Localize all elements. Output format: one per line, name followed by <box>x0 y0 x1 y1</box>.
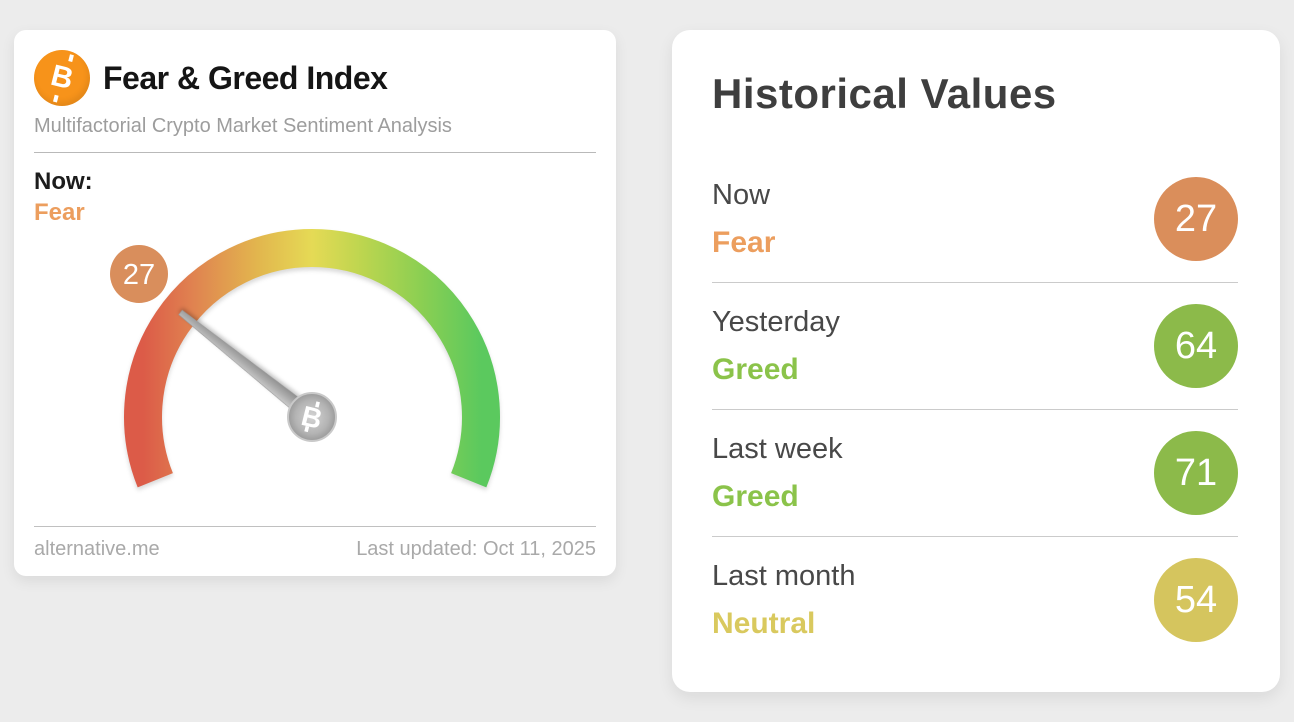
row-sentiment: Neutral <box>712 606 816 640</box>
row-sentiment: Greed <box>712 352 799 386</box>
row-sentiment: Greed <box>712 479 799 513</box>
row-value: 71 <box>1174 451 1218 494</box>
gauge-hub-bitcoin-icon: B <box>298 400 325 435</box>
now-label: Now: <box>34 168 93 195</box>
bitcoin-icon: B <box>34 50 90 106</box>
historical-row-yesterday: Yesterday Greed 64 <box>712 283 1238 411</box>
gauge-arc <box>124 229 500 488</box>
gauge-value-badge <box>110 245 168 304</box>
row-sentiment: Fear <box>712 225 776 259</box>
fear-greed-card: B Fear & Greed Index Multifactorial Cryp… <box>14 30 616 576</box>
last-updated-text: Last updated: Oct 11, 2025 <box>356 538 596 560</box>
header-divider <box>34 152 596 153</box>
card-footer: alternative.me Last updated: Oct 11, 202… <box>34 538 596 561</box>
row-value-badge: 64 <box>1154 304 1238 389</box>
historical-values-card: Historical Values Now Fear 27 Yesterday … <box>672 30 1280 692</box>
historical-row-last-month: Last month Neutral 54 <box>712 537 1238 663</box>
card-header: B Fear & Greed Index <box>34 50 596 106</box>
row-value-badge: 54 <box>1154 558 1238 643</box>
bitcoin-icon-glyph: B <box>28 44 96 112</box>
row-label: Now <box>712 178 771 211</box>
row-value-badge: 27 <box>1154 177 1238 262</box>
historical-row-last-week: Last week Greed 71 <box>712 410 1238 538</box>
fear-greed-gauge: B 27 <box>110 229 500 488</box>
historical-row-now: Now Fear 27 <box>712 156 1238 284</box>
row-label: Last week <box>712 432 843 465</box>
row-label: Yesterday <box>712 305 840 338</box>
row-label: Last month <box>712 559 856 592</box>
gauge-area: B 27 <box>34 228 596 526</box>
card-subtitle: Multifactorial Crypto Market Sentiment A… <box>34 115 452 137</box>
gauge-hub <box>287 392 337 443</box>
row-value-badge: 71 <box>1154 431 1238 516</box>
source-link[interactable]: alternative.me <box>34 538 160 560</box>
historical-title: Historical Values <box>712 70 1057 117</box>
card-title: Fear & Greed Index <box>103 59 388 96</box>
footer-divider <box>34 526 596 527</box>
row-value: 27 <box>1174 197 1218 240</box>
row-value: 54 <box>1174 578 1218 621</box>
now-sentiment: Fear <box>34 199 85 227</box>
row-value: 64 <box>1174 324 1218 367</box>
gauge-value-badge-text: 27 <box>123 259 155 291</box>
